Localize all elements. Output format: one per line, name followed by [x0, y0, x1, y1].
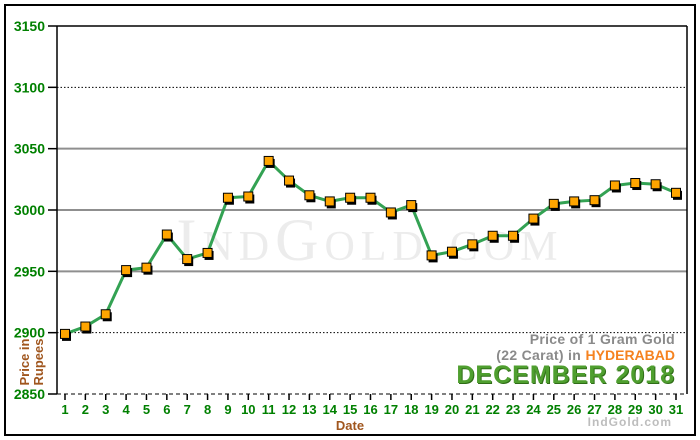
data-point-marker	[385, 207, 396, 218]
data-point-marker	[284, 175, 295, 186]
svg-text:28: 28	[608, 402, 622, 417]
data-point-markers	[60, 155, 682, 341]
svg-text:11: 11	[262, 402, 276, 417]
svg-text:2900: 2900	[14, 325, 45, 341]
data-point-marker	[671, 187, 681, 198]
data-point-marker	[446, 246, 457, 257]
svg-text:1: 1	[61, 402, 68, 417]
data-point-marker	[406, 200, 417, 211]
svg-text:26: 26	[567, 402, 581, 417]
svg-text:22: 22	[485, 402, 499, 417]
site-branding: IndGold.com	[587, 415, 672, 429]
title-line2-prefix: (22 Carat) in	[496, 347, 582, 363]
image-border	[4, 4, 696, 436]
data-point-marker	[528, 213, 539, 224]
svg-text:25: 25	[547, 402, 561, 417]
svg-text:3100: 3100	[14, 79, 45, 95]
svg-text:13: 13	[302, 402, 316, 417]
data-point-marker	[60, 328, 70, 339]
svg-text:10: 10	[241, 402, 255, 417]
svg-text:2850: 2850	[14, 386, 45, 402]
data-point-marker	[263, 155, 274, 166]
svg-text:3: 3	[102, 402, 109, 417]
svg-text:20: 20	[445, 402, 459, 417]
svg-text:27: 27	[587, 402, 601, 417]
svg-text:5: 5	[143, 402, 150, 417]
title-city: HYDERABAD	[585, 347, 675, 363]
data-point-marker	[426, 250, 437, 261]
data-point-marker	[304, 190, 315, 201]
data-point-marker	[365, 192, 376, 203]
data-point-marker	[609, 180, 620, 191]
svg-text:17: 17	[384, 402, 398, 417]
svg-text:29: 29	[628, 402, 642, 417]
svg-text:9: 9	[224, 402, 231, 417]
title-line2: (22 Carat) in HYDERABAD	[456, 347, 675, 364]
svg-text:21: 21	[465, 402, 479, 417]
svg-text:16: 16	[363, 402, 377, 417]
svg-text:14: 14	[323, 402, 338, 417]
svg-text:3000: 3000	[14, 202, 45, 218]
svg-text:15: 15	[343, 402, 357, 417]
svg-text:7: 7	[184, 402, 191, 417]
svg-text:31: 31	[669, 402, 683, 417]
data-point-marker	[548, 198, 559, 209]
data-point-marker	[508, 230, 519, 241]
price-line	[63, 159, 678, 336]
data-point-marker	[324, 196, 335, 207]
y-axis-ticks	[48, 25, 57, 395]
data-point-marker	[100, 309, 111, 320]
data-point-marker	[467, 239, 478, 250]
svg-text:4: 4	[122, 402, 130, 417]
y-axis-tick-labels: 3150 3100 3050 3000 2950 2900 2850	[14, 18, 45, 402]
svg-text:12: 12	[282, 402, 296, 417]
data-point-marker	[80, 321, 91, 332]
x-axis-ticks	[64, 394, 677, 400]
data-point-marker	[141, 262, 152, 273]
svg-text:3150: 3150	[14, 18, 45, 34]
data-point-marker	[243, 191, 254, 202]
svg-text:8: 8	[204, 402, 211, 417]
svg-text:24: 24	[526, 402, 541, 417]
svg-text:30: 30	[648, 402, 662, 417]
data-point-marker	[589, 195, 600, 206]
title-month-year: DECEMBER 2018	[456, 361, 675, 389]
svg-text:2950: 2950	[14, 263, 45, 279]
svg-text:3050: 3050	[14, 141, 45, 157]
svg-text:19: 19	[424, 402, 438, 417]
svg-text:18: 18	[404, 402, 418, 417]
data-point-marker	[569, 196, 580, 207]
data-point-marker	[345, 192, 356, 203]
x-axis-title: Date	[335, 418, 365, 433]
data-point-marker	[650, 179, 661, 190]
data-point-marker	[630, 178, 641, 189]
chart-title-block: Price of 1 Gram Gold (22 Carat) in HYDER…	[456, 331, 675, 389]
data-point-marker	[202, 247, 213, 258]
data-point-marker	[487, 230, 498, 241]
data-point-marker	[222, 192, 233, 203]
x-axis-tick-labels: 1 2 3 4 5 6 7 8 9 10 11 12 13 14 15 16 17 18 19 20 21 22 23 24 2…	[61, 402, 683, 417]
title-line1: Price of 1 Gram Gold	[529, 331, 675, 347]
gridlines	[57, 86, 687, 395]
data-point-marker	[161, 229, 172, 240]
data-point-marker	[182, 254, 193, 265]
svg-text:6: 6	[163, 402, 170, 417]
svg-text:23: 23	[506, 402, 520, 417]
data-point-marker	[121, 265, 132, 276]
svg-text:2: 2	[82, 402, 89, 417]
y-axis-title: Price in Rupees	[17, 338, 46, 386]
